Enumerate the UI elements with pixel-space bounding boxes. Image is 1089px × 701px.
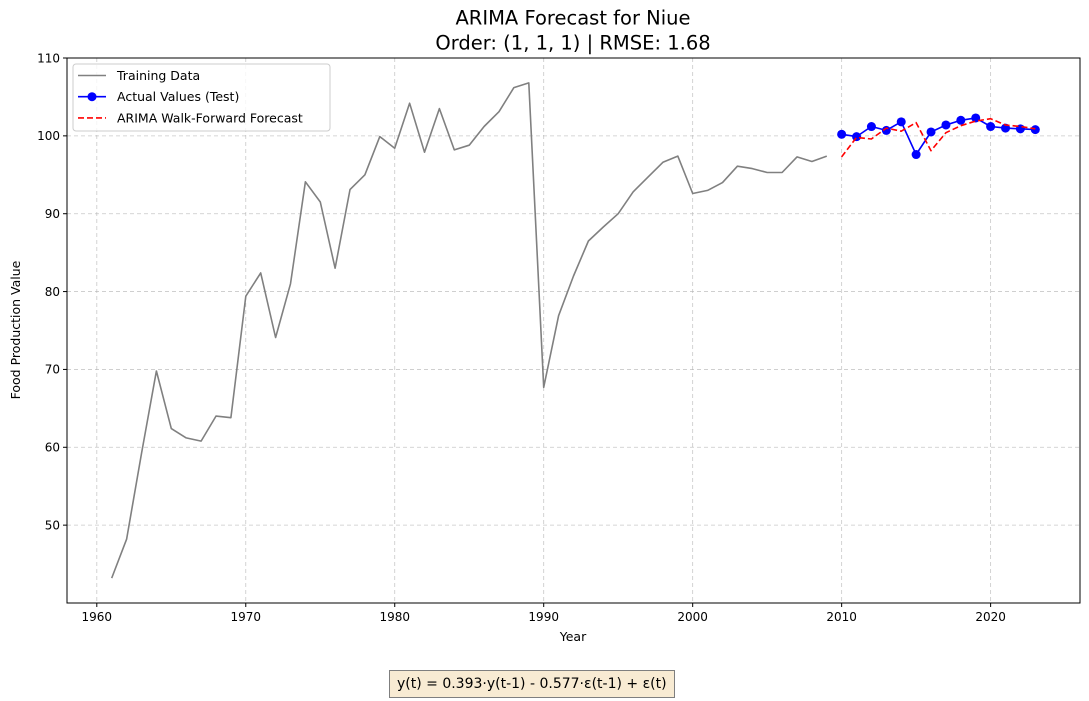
model-equation: y(t) = 0.393·y(t-1) - 0.577·ε(t-1) + ε(t…	[397, 676, 667, 692]
x-tick-label-2010: 2010	[826, 610, 857, 624]
y-tick-label-110: 110	[37, 51, 60, 65]
x-tick-label-1990: 1990	[528, 610, 559, 624]
y-tick-label-100: 100	[37, 129, 60, 143]
chart-title: ARIMA Forecast for Niue	[455, 7, 690, 30]
x-tick-label-1980: 1980	[379, 610, 410, 624]
grid-lines	[67, 57, 1080, 603]
y-tick-label-60: 60	[45, 441, 60, 455]
data-point-actual-values-test-2014	[896, 117, 906, 127]
x-tick-label-2000: 2000	[677, 610, 708, 624]
chart-subtitle: Order: (1, 1, 1) | RMSE: 1.68	[435, 32, 710, 55]
data-point-actual-values-test-2015	[911, 150, 921, 160]
y-tick-label-90: 90	[45, 207, 60, 221]
y-axis-ticks: 50 60 70 80 90 100 110	[37, 51, 67, 532]
legend-label-arima-walk-forward-forecast: ARIMA Walk-Forward Forecast	[117, 110, 303, 125]
data-point-actual-values-test-2011	[852, 132, 862, 142]
x-tick-label-2020: 2020	[975, 610, 1006, 624]
data-point-actual-values-test-2016	[926, 127, 936, 137]
data-point-actual-values-test-2010	[837, 129, 847, 139]
data-point-actual-values-test-2013	[881, 125, 891, 135]
data-point-actual-values-test-2012	[866, 122, 876, 132]
legend-label-actual-values-test: Actual Values (Test)	[117, 89, 239, 104]
model-equation-box: y(t) = 0.393·y(t-1) - 0.577·ε(t-1) + ε(t…	[389, 670, 675, 698]
legend-items: Training Data Actual Values (Test) ARIMA W…	[78, 68, 303, 125]
series-line-training-data	[110, 82, 828, 579]
data-point-actual-values-test-2023	[1030, 125, 1040, 135]
x-axis-ticks: 1960 1970 1980 1990 2000 2010 2020	[82, 603, 1006, 624]
arima-forecast-chart: ARIMA Forecast for Niue Order: (1, 1, 1)…	[8, 7, 1081, 644]
data-point-actual-values-test-2017	[941, 120, 951, 130]
plot-area-frame	[66, 57, 1081, 604]
x-tick-label-1970: 1970	[230, 610, 261, 624]
legend-marker-actual-values-test	[87, 92, 97, 102]
legend-box	[72, 63, 331, 132]
y-axis-label: Food Production Value	[8, 260, 23, 399]
series-layer	[110, 82, 1040, 579]
x-tick-label-1960: 1960	[82, 610, 113, 624]
y-tick-label-70: 70	[45, 363, 60, 377]
data-point-actual-values-test-2018	[956, 115, 966, 125]
legend-label-training-data: Training Data	[116, 68, 200, 83]
data-point-actual-values-test-2020	[986, 122, 996, 132]
legend: Training Data Actual Values (Test) ARIMA W…	[72, 63, 331, 132]
y-tick-label-50: 50	[45, 518, 60, 532]
x-axis-label: Year	[559, 629, 587, 644]
y-tick-label-80: 80	[45, 285, 60, 299]
